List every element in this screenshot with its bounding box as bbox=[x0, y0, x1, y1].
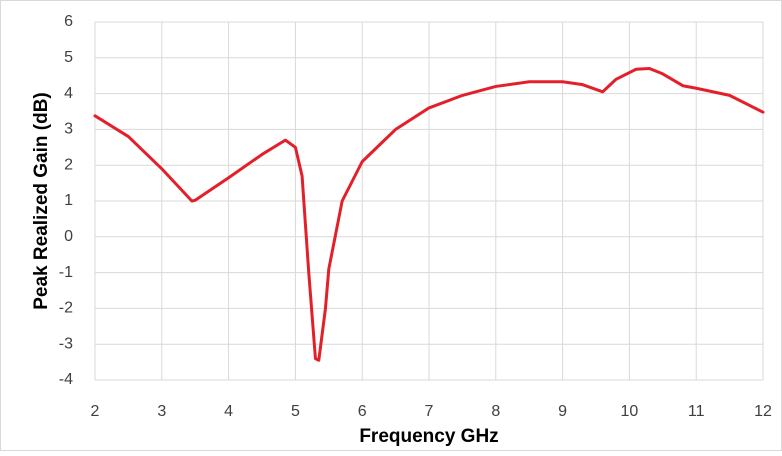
y-tick-label: 4 bbox=[64, 85, 73, 102]
x-tick-label: 2 bbox=[91, 403, 100, 420]
x-tick-label: 7 bbox=[425, 403, 434, 420]
y-tick-label: 1 bbox=[64, 192, 73, 209]
x-tick-label: 8 bbox=[491, 403, 500, 420]
y-tick-label: -3 bbox=[59, 335, 73, 352]
y-tick-label: 3 bbox=[64, 121, 73, 138]
y-tick-label: -1 bbox=[59, 264, 73, 281]
x-axis-label: Frequency GHz bbox=[359, 426, 498, 447]
y-tick-label: -2 bbox=[59, 300, 73, 317]
x-tick-label: 10 bbox=[621, 403, 639, 420]
y-tick-label: 5 bbox=[64, 49, 73, 66]
x-tick-label: 5 bbox=[291, 403, 300, 420]
x-tick-label: 4 bbox=[224, 403, 233, 420]
x-tick-label: 9 bbox=[558, 403, 567, 420]
x-tick-label: 11 bbox=[688, 403, 705, 420]
data-line bbox=[93, 67, 765, 362]
y-tick-label: 2 bbox=[64, 156, 73, 173]
y-axis-label: Peak Realized Gain (dB) bbox=[31, 92, 52, 310]
y-tick-label: 0 bbox=[64, 228, 73, 245]
y-tick-label: -4 bbox=[59, 371, 73, 388]
x-tick-label: 3 bbox=[157, 403, 166, 420]
y-tick-label: 6 bbox=[64, 13, 73, 30]
x-tick-label: 6 bbox=[358, 403, 367, 420]
x-tick-label: 12 bbox=[754, 403, 772, 420]
